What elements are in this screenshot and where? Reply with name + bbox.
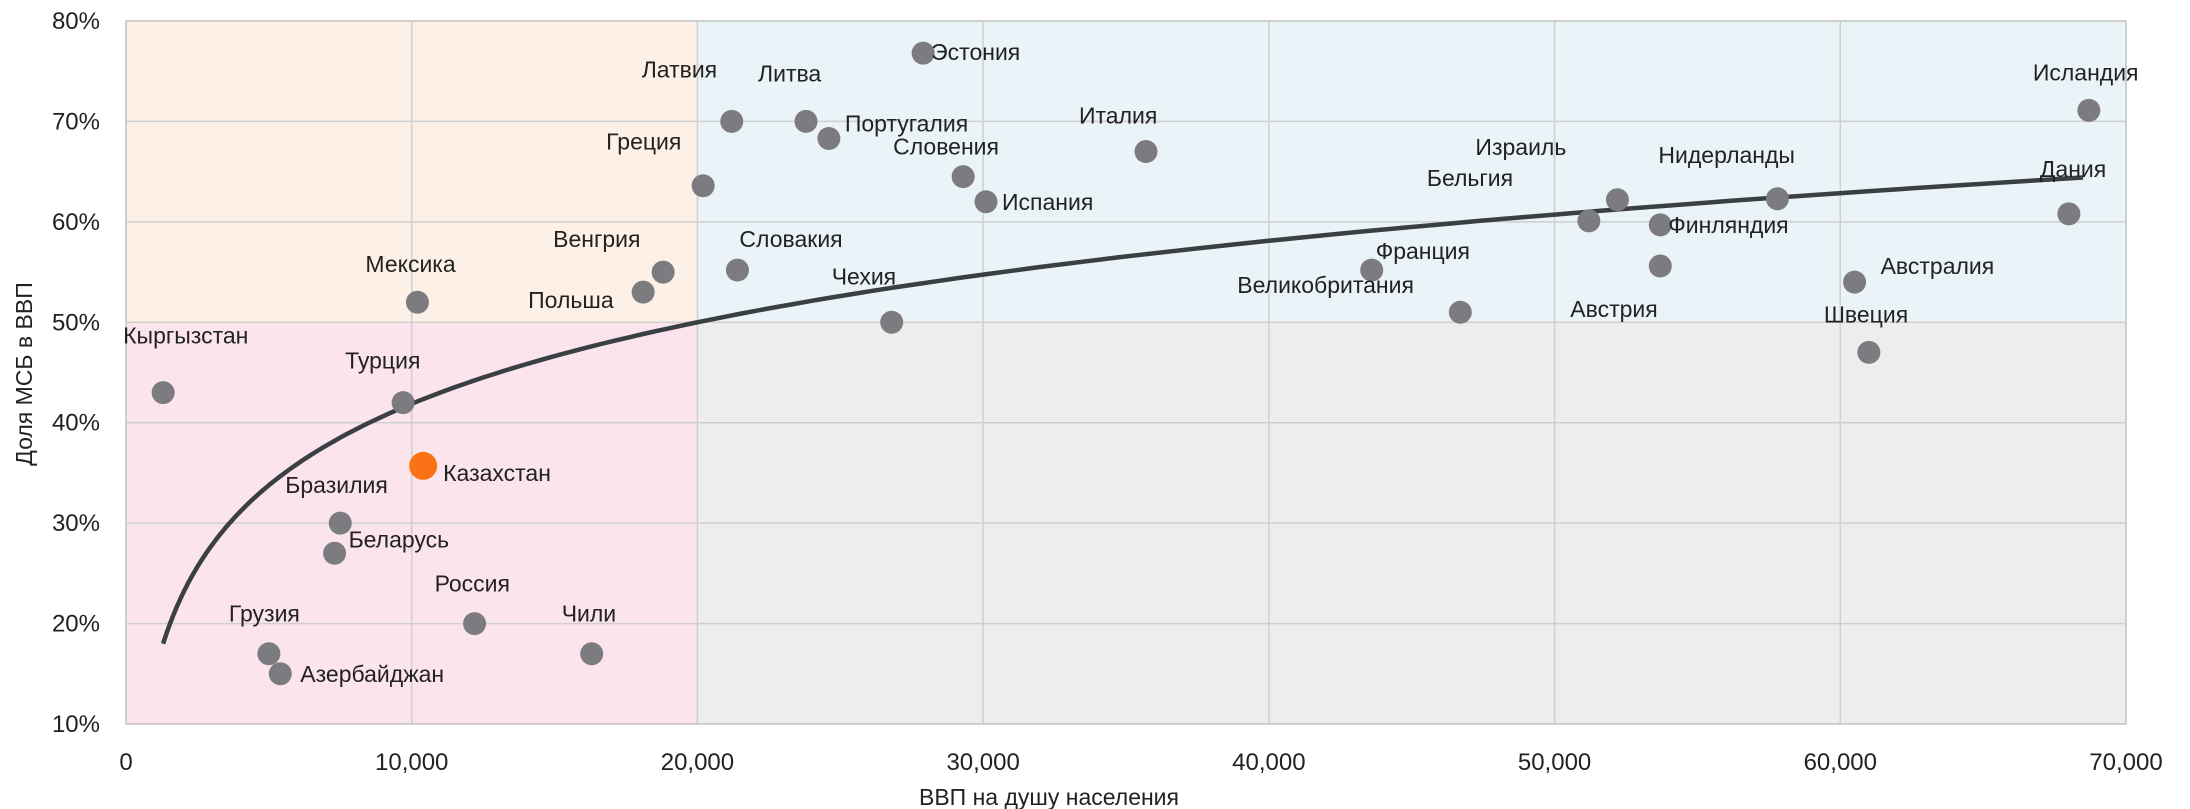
data-point [911, 41, 935, 65]
point-label: Грузия [229, 601, 300, 627]
data-point [151, 381, 175, 405]
point-label: Швеция [1824, 301, 1908, 327]
y-tick-label: 30% [52, 510, 100, 537]
data-point [268, 662, 292, 686]
y-axis-label: Доля МСБ в ВВП [11, 282, 37, 465]
data-point [1577, 209, 1601, 233]
y-tick-label: 60% [52, 209, 100, 236]
point-label: Кыргызстан [123, 323, 248, 349]
data-point [405, 290, 429, 314]
grid-lines [125, 20, 2127, 725]
point-label: Словакия [739, 226, 842, 252]
point-label: Испания [1002, 189, 1093, 215]
data-point [720, 109, 744, 133]
point-label: Литва [758, 60, 821, 86]
data-point [1605, 188, 1629, 212]
y-tick-label: 70% [52, 108, 100, 135]
point-label: Латвия [642, 56, 717, 82]
x-tick-label: 20,000 [661, 749, 734, 776]
y-tick-label: 80% [52, 8, 100, 35]
x-tick-label: 30,000 [946, 749, 1019, 776]
data-point [257, 642, 281, 666]
point-label: Азербайджан [300, 661, 444, 687]
plot-border [125, 20, 2127, 725]
point-label: Казахстан [443, 460, 551, 486]
data-point [725, 258, 749, 282]
point-label: Бразилия [285, 472, 388, 498]
data-point [2057, 202, 2081, 226]
point-label: Беларусь [349, 526, 450, 552]
highlighted-data-point [409, 451, 438, 480]
data-point [580, 642, 604, 666]
point-label: Дания [2040, 156, 2106, 182]
data-point [323, 541, 347, 565]
data-point [1360, 258, 1384, 282]
data-point [631, 280, 655, 304]
data-point [2077, 98, 2101, 122]
x-tick-label: 40,000 [1232, 749, 1305, 776]
point-label: Исландия [2033, 59, 2139, 85]
point-label: Словения [893, 134, 999, 160]
point-label: Австрия [1570, 296, 1657, 322]
point-label: Мексика [365, 251, 455, 277]
point-label: Финляндия [1668, 212, 1788, 238]
data-point [1648, 254, 1672, 278]
point-label: Нидерланды [1658, 142, 1795, 168]
data-point [1448, 300, 1472, 324]
data-points: Кыргызстан Мексика Турция Казахстан Бразилия… [123, 39, 2138, 687]
data-point [880, 310, 904, 334]
point-label: Австралия [1881, 253, 1995, 279]
data-point [391, 391, 415, 415]
data-point [651, 260, 675, 284]
y-tick-label: 40% [52, 410, 100, 437]
point-label: Франция [1376, 238, 1470, 264]
x-tick-label: 60,000 [1804, 749, 1877, 776]
data-point [951, 165, 975, 189]
point-label: Чили [562, 601, 616, 627]
x-tick-label: 50,000 [1518, 749, 1591, 776]
x-axis-ticks: 0 10,000 20,000 30,000 40,000 50,000 60,000 70,… [119, 749, 2162, 776]
data-point [1765, 187, 1789, 211]
point-label: Чехия [832, 263, 896, 289]
x-tick-label: 0 [119, 749, 132, 776]
data-point [328, 511, 352, 535]
point-label: Эстония [931, 39, 1020, 65]
background-regions [126, 21, 2126, 724]
x-tick-label: 10,000 [375, 749, 448, 776]
data-point [691, 174, 715, 198]
point-label: Италия [1079, 103, 1157, 129]
point-label: Польша [528, 287, 614, 313]
y-tick-label: 50% [52, 309, 100, 336]
point-label: Турция [345, 348, 420, 374]
point-label: Португалия [845, 111, 968, 137]
y-axis-ticks: 10% 20% 30% 40% 50% 60% 70% 80% [52, 8, 100, 738]
data-point [794, 109, 818, 133]
data-point [1134, 140, 1158, 164]
data-point [1857, 340, 1881, 364]
point-label: Великобритания [1237, 272, 1414, 298]
data-point [463, 612, 487, 636]
y-tick-label: 20% [52, 611, 100, 638]
point-label: Россия [435, 571, 510, 597]
y-tick-label: 10% [52, 711, 100, 738]
point-label: Венгрия [553, 226, 640, 252]
point-label: Греция [606, 129, 681, 155]
x-axis-label: ВВП на душу населения [919, 784, 1179, 809]
data-point [1648, 213, 1672, 237]
data-point [817, 127, 841, 151]
data-point [1843, 270, 1867, 294]
point-label: Бельгия [1427, 165, 1513, 191]
x-tick-label: 70,000 [2089, 749, 2162, 776]
region-2 [697, 21, 2126, 323]
point-label: Израиль [1475, 134, 1566, 160]
data-point [974, 190, 998, 214]
